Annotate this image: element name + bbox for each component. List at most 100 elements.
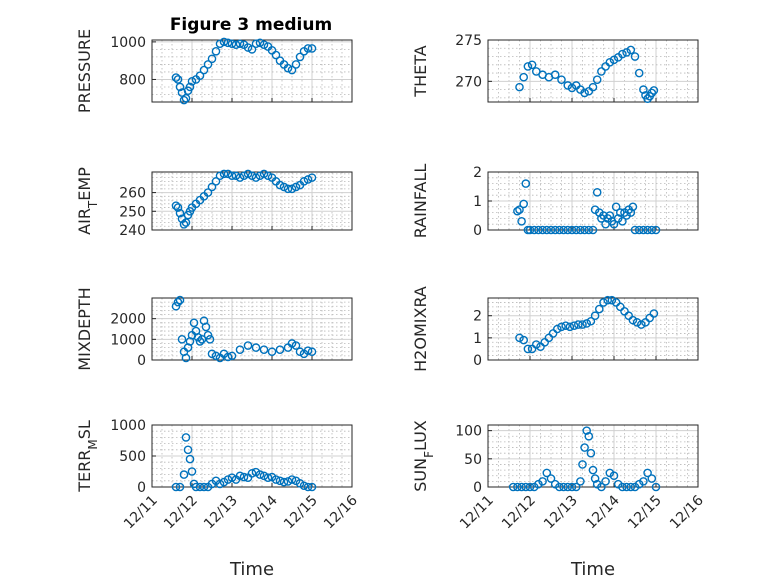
data-point: [291, 60, 301, 69]
data-point: [239, 171, 249, 181]
data-point: [279, 477, 289, 487]
y-tick-label: 1000: [110, 418, 146, 434]
data-point: [175, 482, 185, 492]
data-point: [177, 335, 187, 344]
data-point: [584, 225, 594, 235]
data-point: [203, 330, 213, 340]
data-point: [563, 482, 573, 492]
data-point: [283, 477, 293, 486]
y-tick-label: 2000: [110, 312, 146, 328]
x-tick-label: 12/16: [667, 492, 707, 532]
data-point: [521, 179, 531, 188]
data-point: [529, 225, 539, 235]
data-point: [542, 468, 552, 478]
data-point: [205, 335, 215, 344]
data-point: [183, 445, 193, 455]
y-axis-label: PRESSURE: [75, 29, 94, 113]
data-point: [211, 177, 221, 186]
data-point: [215, 479, 225, 489]
data-point: [567, 482, 577, 492]
y-tick-label: 250: [119, 204, 146, 220]
data-point: [243, 341, 253, 350]
data-point: [580, 443, 589, 452]
data-point: [597, 67, 606, 76]
data-point: [171, 73, 181, 82]
data-point: [588, 225, 598, 235]
data-point: [649, 309, 659, 318]
data-point: [639, 85, 648, 94]
data-point: [622, 482, 631, 492]
data-point: [303, 346, 313, 356]
data-point: [534, 225, 543, 235]
y-tick-label: 275: [455, 33, 482, 49]
x-axis-label: Time: [570, 559, 615, 580]
data-point: [550, 70, 560, 80]
data-point: [527, 60, 537, 70]
data-point: [567, 83, 577, 93]
data-point: [532, 340, 541, 349]
data-point: [275, 476, 285, 486]
panel-theta: 270 275 THETA: [411, 33, 699, 103]
x-tick-label: 12/12: [499, 493, 539, 533]
data-point: [523, 344, 533, 354]
data-point: [307, 482, 317, 492]
data-point: [303, 44, 313, 53]
data-point: [651, 482, 661, 492]
data-point: [590, 474, 600, 483]
data-point: [243, 169, 253, 179]
data-point: [517, 482, 526, 492]
data-point: [179, 470, 189, 479]
data-point: [303, 482, 313, 492]
y-tick-label: 240: [119, 223, 146, 239]
data-point: [590, 311, 600, 321]
data-point: [203, 60, 213, 69]
data-point: [559, 225, 568, 235]
data-point: [576, 225, 585, 235]
data-point: [173, 75, 183, 84]
data-point: [247, 469, 257, 478]
data-point: [243, 43, 253, 52]
panel-rainfall: 0 1 2 RAINFALL: [411, 164, 699, 239]
data-point: [195, 71, 205, 80]
data-point: [555, 225, 564, 235]
data-point: [185, 82, 195, 92]
data-point: [187, 77, 197, 86]
y-tick-label: 0: [137, 480, 146, 496]
data-point: [231, 40, 241, 49]
data-point: [634, 68, 644, 78]
y-tick-label: 1000: [110, 35, 146, 51]
data-point: [179, 95, 189, 105]
panel-pressure: 800 1000 PRESSURE: [75, 29, 353, 113]
data-point: [647, 88, 657, 98]
data-point: [632, 318, 642, 327]
data-point: [525, 482, 535, 492]
data-point: [578, 320, 587, 329]
data-point: [601, 477, 610, 486]
data-point: [215, 39, 225, 49]
data-point: [173, 203, 183, 212]
data-point: [609, 219, 619, 229]
data-point: [557, 322, 566, 332]
data-point: [571, 482, 581, 492]
data-point: [515, 333, 524, 343]
data-point: [559, 482, 568, 492]
data-point: [191, 482, 201, 492]
data-point: [177, 88, 187, 97]
data-point: [513, 482, 522, 492]
data-point: [630, 52, 640, 61]
data-point: [263, 473, 273, 483]
data-point: [199, 65, 209, 75]
data-point: [567, 225, 577, 235]
data-point: [582, 319, 592, 328]
data-point: [586, 316, 596, 326]
data-point: [259, 169, 269, 179]
data-point: [207, 54, 217, 64]
data-point: [508, 482, 518, 492]
data-point: [561, 321, 571, 330]
data-point: [299, 481, 309, 491]
y-axis-label: THETA: [411, 45, 430, 97]
data-point: [181, 433, 191, 442]
data-point: [287, 184, 297, 194]
data-point: [647, 474, 657, 483]
